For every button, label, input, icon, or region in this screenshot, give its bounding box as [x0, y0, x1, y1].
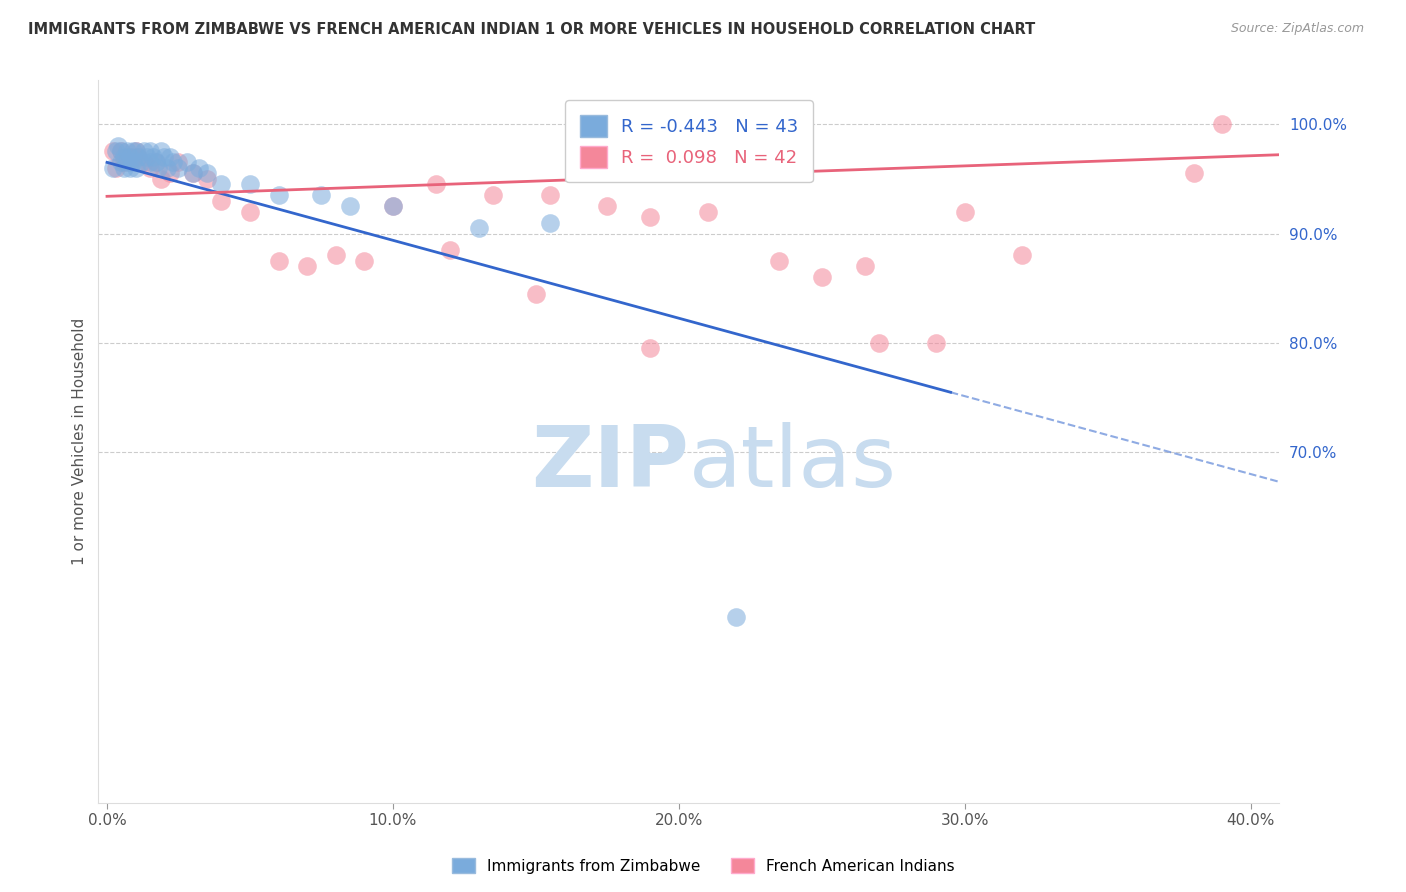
Point	[110, 155, 132, 169]
Point	[101, 161, 124, 175]
Point	[153, 150, 176, 164]
Point	[311, 188, 333, 202]
Point	[145, 155, 167, 169]
Point	[150, 171, 173, 186]
Point	[524, 286, 547, 301]
Point	[124, 145, 146, 159]
Point	[127, 150, 149, 164]
Point	[162, 155, 184, 169]
Point	[150, 145, 173, 159]
Point	[167, 161, 190, 175]
Point	[195, 171, 218, 186]
Point	[127, 150, 149, 164]
Point	[239, 204, 262, 219]
Point	[339, 199, 361, 213]
Point	[181, 166, 204, 180]
Point	[239, 178, 262, 192]
Point	[640, 342, 662, 356]
Point	[156, 161, 179, 175]
Point	[640, 210, 662, 224]
Point	[124, 161, 146, 175]
Point	[176, 155, 198, 169]
Point	[121, 145, 143, 159]
Point	[953, 204, 976, 219]
Point	[195, 166, 218, 180]
Point	[134, 155, 156, 169]
Point	[439, 243, 461, 257]
Text: Source: ZipAtlas.com: Source: ZipAtlas.com	[1230, 22, 1364, 36]
Point	[353, 253, 375, 268]
Point	[187, 161, 209, 175]
Point	[115, 155, 138, 169]
Point	[267, 188, 290, 202]
Point	[104, 145, 127, 159]
Point	[1182, 166, 1205, 180]
Point	[107, 139, 129, 153]
Point	[482, 188, 505, 202]
Point	[121, 150, 143, 164]
Point	[118, 161, 141, 175]
Point	[325, 248, 347, 262]
Point	[131, 155, 153, 169]
Point	[295, 260, 318, 274]
Point	[112, 161, 135, 175]
Text: IMMIGRANTS FROM ZIMBABWE VS FRENCH AMERICAN INDIAN 1 OR MORE VEHICLES IN HOUSEHO: IMMIGRANTS FROM ZIMBABWE VS FRENCH AMERI…	[28, 22, 1035, 37]
Legend: Immigrants from Zimbabwe, French American Indians: Immigrants from Zimbabwe, French America…	[446, 852, 960, 880]
Point	[209, 194, 232, 208]
Point	[148, 161, 170, 175]
Text: ZIP: ZIP	[531, 422, 689, 505]
Point	[181, 166, 204, 180]
Point	[115, 150, 138, 164]
Point	[596, 199, 619, 213]
Point	[118, 155, 141, 169]
Point	[159, 150, 181, 164]
Y-axis label: 1 or more Vehicles in Household: 1 or more Vehicles in Household	[72, 318, 87, 566]
Point	[101, 145, 124, 159]
Point	[124, 145, 146, 159]
Point	[104, 161, 127, 175]
Point	[142, 150, 165, 164]
Point	[139, 161, 162, 175]
Point	[696, 204, 718, 219]
Point	[209, 178, 232, 192]
Point	[1211, 117, 1233, 131]
Point	[811, 270, 834, 285]
Point	[538, 188, 561, 202]
Point	[868, 336, 890, 351]
Point	[112, 150, 135, 164]
Point	[538, 216, 561, 230]
Point	[267, 253, 290, 268]
Point	[853, 260, 876, 274]
Point	[167, 155, 190, 169]
Point	[110, 145, 132, 159]
Point	[112, 155, 135, 169]
Point	[768, 253, 790, 268]
Point	[925, 336, 948, 351]
Point	[134, 145, 156, 159]
Point	[118, 150, 141, 164]
Text: atlas: atlas	[689, 422, 897, 505]
Point	[381, 199, 404, 213]
Legend: R = -0.443   N = 43, R =  0.098   N = 42: R = -0.443 N = 43, R = 0.098 N = 42	[565, 100, 813, 182]
Point	[381, 199, 404, 213]
Point	[115, 145, 138, 159]
Point	[425, 178, 447, 192]
Point	[725, 609, 748, 624]
Point	[110, 145, 132, 159]
Point	[468, 221, 491, 235]
Point	[139, 145, 162, 159]
Point	[1011, 248, 1033, 262]
Point	[136, 150, 159, 164]
Point	[159, 166, 181, 180]
Point	[145, 155, 167, 169]
Point	[121, 155, 143, 169]
Point	[139, 155, 162, 169]
